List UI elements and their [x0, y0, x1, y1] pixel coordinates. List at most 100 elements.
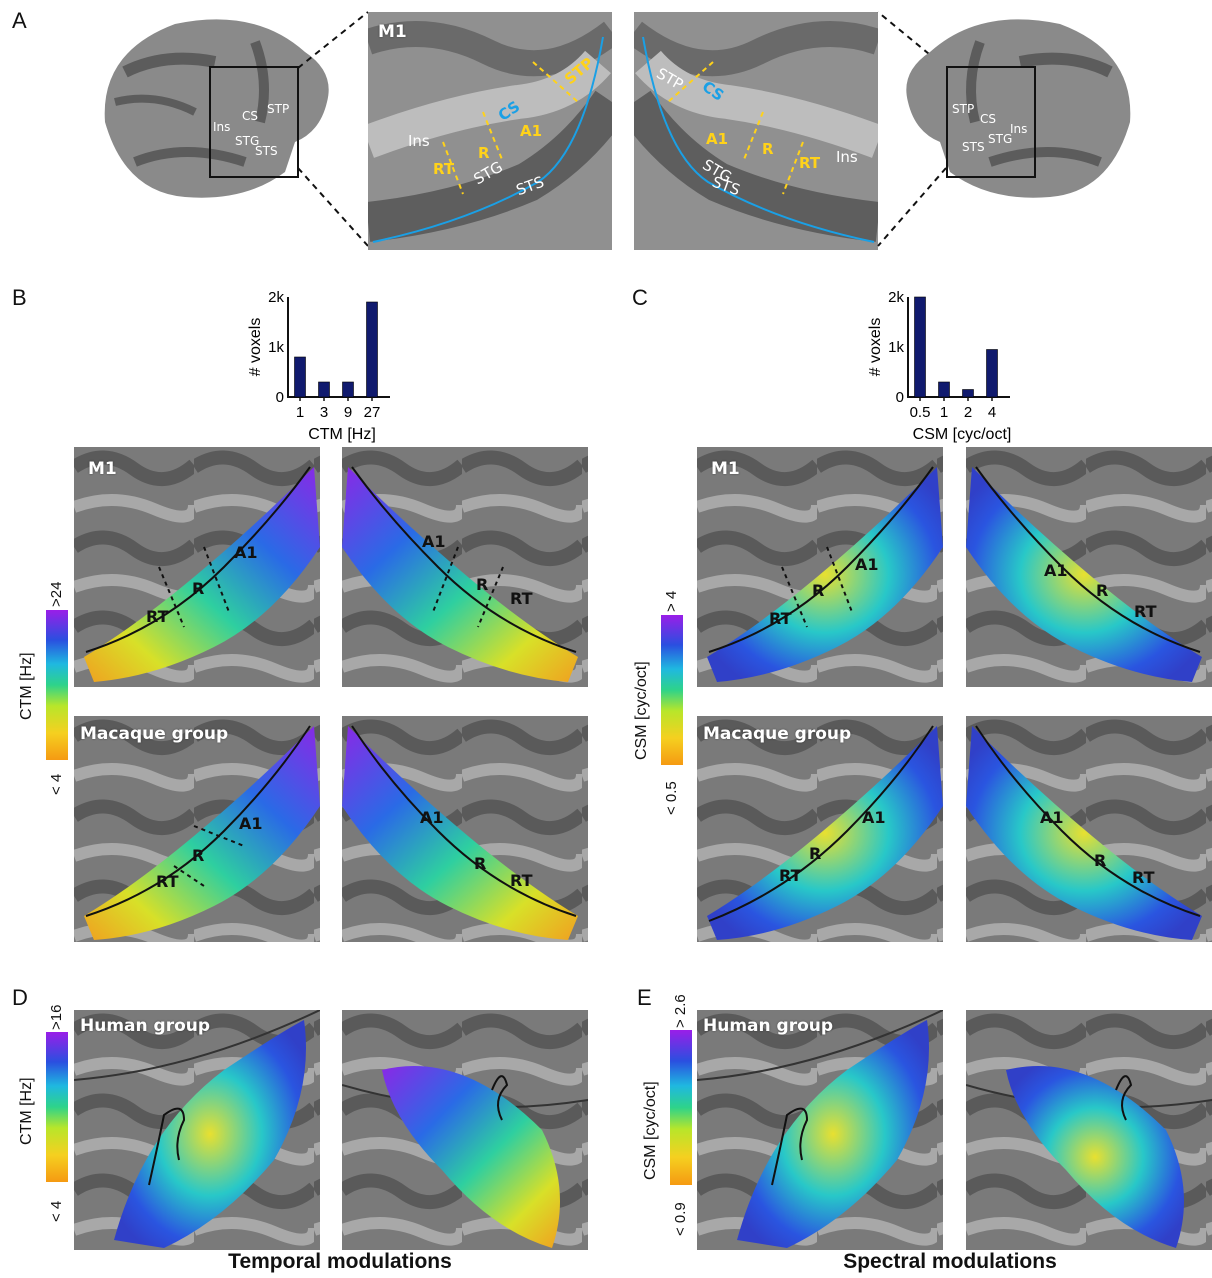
hist-xlabel: CSM [cyc/oct] [913, 426, 1012, 443]
zoom-left-ins: Ins [408, 132, 430, 150]
map-d-left: Human group [74, 1010, 320, 1250]
hist-xtick-label: 3 [320, 404, 328, 421]
brain-left-label-ins: Ins [213, 120, 231, 134]
histogram-csm: 0 1k 2k 0.5 1 2 4 CSM [cyc/oct] # voxels [867, 289, 1012, 443]
colorbar-b-min: < 4 [48, 773, 65, 795]
brain-right-label-sts: STS [962, 140, 985, 154]
caption-temporal: Temporal modulations [228, 1250, 452, 1273]
map-c-group-right-r: R [1094, 851, 1107, 870]
panel-label-e: E [637, 985, 652, 1010]
hist-ylabel: # voxels [247, 318, 264, 377]
hist-xlabel: CTM [Hz] [308, 426, 376, 443]
colorbar-d-max: >16 [48, 1004, 65, 1030]
map-b-group-right-r: R [474, 854, 487, 873]
map-c-m1-title: M1 [711, 459, 740, 479]
zoom-left: M1 Ins CS STP RT R A1 STG STS [368, 12, 612, 250]
map-c-group-r: R [809, 844, 822, 863]
map-c-group-a1: A1 [862, 808, 886, 827]
map-b-group-a1: A1 [239, 814, 263, 833]
brain-left-label-sts: STS [255, 144, 278, 158]
brain-left-label-stp: STP [267, 102, 290, 116]
map-c-m1-r: R [812, 581, 825, 600]
hist-ytick-label: 0 [276, 389, 284, 406]
colorbar-c [661, 615, 683, 765]
hist-ytick-label: 2k [888, 289, 904, 306]
hist-bar [366, 301, 378, 398]
map-b-group-right-rt: RT [510, 871, 533, 890]
brain-right-label-stp: STP [952, 102, 975, 116]
hist-axes [907, 297, 1010, 398]
colorbar-d-title: CTM [Hz] [18, 1077, 35, 1145]
zoom-right-a1: A1 [706, 130, 729, 148]
zoom-right-ins: Ins [836, 148, 858, 166]
map-d-title: Human group [80, 1016, 211, 1036]
colorbar-b-title: CTM [Hz] [18, 652, 35, 720]
panel-label-c: C [632, 285, 648, 310]
hist-xtick-label: 0.5 [910, 404, 931, 421]
colorbar-e-max: > 2.6 [672, 994, 689, 1028]
map-e-right [966, 1010, 1212, 1250]
map-d-right [342, 1010, 588, 1250]
brain-right-surface: STP CS Ins STS STG [900, 12, 1140, 212]
histogram-ctm: 0 1k 2k 1 3 9 27 CTM [Hz] # voxels [247, 289, 390, 443]
zoom-right-r: R [762, 140, 774, 158]
hist-bar [962, 389, 974, 398]
map-c-m1-right-rt: RT [1134, 602, 1157, 621]
brain-right-label-stg: STG [988, 132, 1013, 146]
map-c-m1-a1: A1 [855, 555, 879, 574]
map-c-group-right-a1: A1 [1040, 808, 1064, 827]
hist-xtick-label: 27 [364, 404, 381, 421]
panel-label-a: A [12, 8, 27, 33]
map-b-m1-r: R [192, 579, 205, 598]
zoom-left-title: M1 [378, 22, 407, 42]
hist-ylabel: # voxels [867, 318, 884, 377]
panel-label-d: D [12, 985, 28, 1010]
brain-left-label-cs: CS [242, 109, 258, 123]
brain-right-label-cs: CS [980, 112, 996, 126]
map-c-m1-rt: RT [769, 609, 792, 628]
map-c-group-right: A1 R RT [966, 716, 1212, 942]
colorbar-b [46, 610, 68, 760]
hist-bar [914, 296, 926, 398]
map-c-m1-right-a1: A1 [1044, 561, 1068, 580]
hist-ytick-label: 1k [268, 339, 284, 356]
map-b-m1-right-rt: RT [510, 589, 533, 608]
zoom-connector-left [298, 11, 369, 247]
hist-ytick-label: 0 [896, 389, 904, 406]
colorbar-d [46, 1032, 68, 1182]
map-c-group-left: Macaque group RT R A1 [697, 716, 943, 942]
map-c-group-rt: RT [779, 866, 802, 885]
map-c-group-title: Macaque group [703, 724, 852, 744]
map-e-left: Human group [697, 1010, 943, 1250]
colorbar-c-title: CSM [cyc/oct] [633, 661, 650, 760]
brain-right-label-ins: Ins [1010, 122, 1028, 136]
map-b-m1-title: M1 [88, 459, 117, 479]
map-e-title: Human group [703, 1016, 834, 1036]
map-b-m1-right-a1: A1 [422, 532, 446, 551]
map-b-group-left: Macaque group RT R A1 [74, 716, 320, 942]
hist-xtick-label: 1 [940, 404, 948, 421]
zoom-right: STP CS A1 STG STS R RT Ins [634, 12, 878, 250]
panel-label-b: B [12, 285, 27, 310]
map-c-group-right-rt: RT [1132, 868, 1155, 887]
map-c-m1-right: A1 R RT [966, 447, 1212, 687]
hist-bar [318, 381, 330, 398]
map-b-group-rt: RT [156, 872, 179, 891]
hist-xtick-label: 9 [344, 404, 352, 421]
brain-left-surface: Ins CS STP STG STS [95, 12, 335, 212]
colorbar-c-max: > 4 [663, 590, 680, 612]
map-b-group-right: A1 R RT [342, 716, 588, 942]
colorbar-e [670, 1030, 692, 1185]
colorbar-e-title: CSM [cyc/oct] [642, 1081, 659, 1180]
map-b-group-right-a1: A1 [420, 808, 444, 827]
map-c-m1-right-r: R [1096, 581, 1109, 600]
zoom-left-r: R [478, 144, 490, 162]
map-b-m1-left: M1 RT R A1 [74, 447, 320, 687]
hist-ytick-label: 2k [268, 289, 284, 306]
colorbar-e-min: < 0.9 [672, 1202, 689, 1236]
map-b-group-title: Macaque group [80, 724, 229, 744]
zoom-left-a1: A1 [520, 122, 543, 140]
map-b-m1-right-r: R [476, 575, 489, 594]
map-c-m1-left: M1 RT R A1 [697, 447, 943, 687]
colorbar-d-min: < 4 [48, 1200, 65, 1222]
